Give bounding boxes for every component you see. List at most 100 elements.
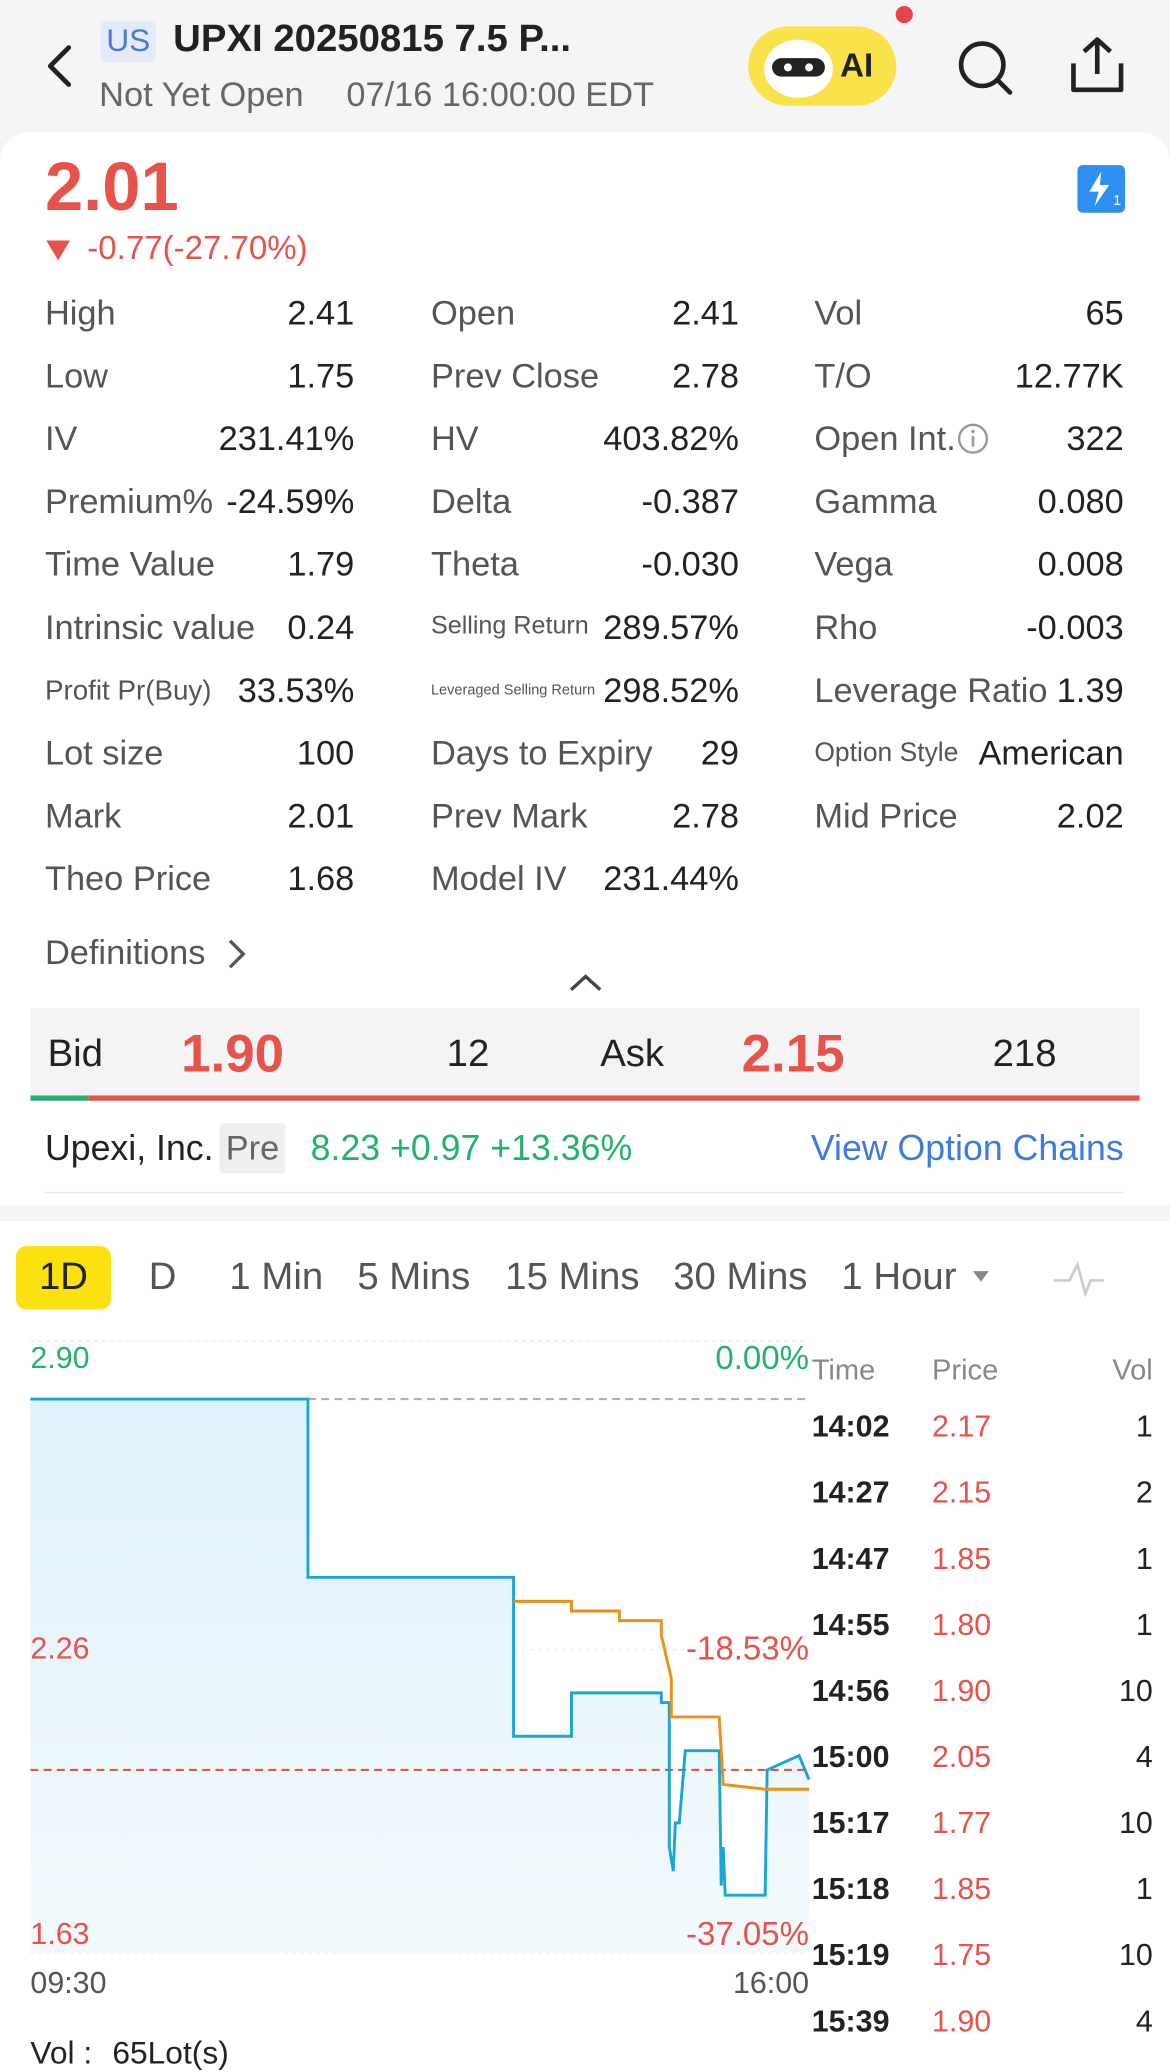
period-tab[interactable]: 1 Min — [229, 1256, 324, 1299]
trade-time: 14:02 — [811, 1408, 890, 1444]
trade-vol: 1 — [1135, 1541, 1153, 1576]
stat-value: 2.01 — [287, 795, 355, 836]
trade-time: 15:39 — [811, 2003, 890, 2038]
trade-price: 1.85 — [932, 1871, 992, 1906]
active-tab-bg — [15, 1246, 112, 1310]
stat-value: -0.030 — [641, 544, 739, 584]
stat-label: Prev Mark — [430, 795, 588, 836]
trade-vol: 10 — [1118, 1673, 1153, 1708]
definitions-link[interactable]: Definitions — [44, 932, 206, 972]
trade-time: 15:18 — [811, 1871, 890, 1906]
stat-value: 65 — [1085, 292, 1124, 333]
y-tick-label: 2.90 — [30, 1340, 90, 1375]
ai-label[interactable]: AI — [840, 47, 874, 85]
stat-value: 2.02 — [1056, 795, 1124, 836]
time: 07/16 16:00:00 EDT — [346, 74, 655, 115]
price-change: -0.77(-27.70%) — [87, 229, 308, 267]
stat-value: 289.57% — [603, 607, 739, 647]
ask-size: 218 — [992, 1032, 1057, 1076]
trade-price: 1.90 — [932, 1673, 992, 1708]
session-tag-bg — [219, 1123, 286, 1174]
stat-label: Delta — [430, 481, 512, 521]
session-tag: Pre — [225, 1127, 280, 1168]
underlying-quote: 8.23 +0.97 +13.36% — [310, 1128, 633, 1168]
trade-vol: 10 — [1118, 1937, 1153, 1972]
bid-size: 12 — [446, 1032, 490, 1076]
stat-label: Open Int. — [814, 418, 956, 458]
y-tick-label: 1.63 — [30, 1916, 90, 1951]
definitions-chevron[interactable] — [225, 937, 249, 971]
stat-value: 1.68 — [287, 858, 355, 899]
ask-ratio-bar — [88, 1095, 1140, 1101]
stat-value: 1.79 — [287, 544, 355, 584]
stat-value: 322 — [1066, 418, 1124, 458]
search-icon[interactable] — [954, 37, 1015, 98]
option-chains-link[interactable]: View Option Chains — [810, 1128, 1124, 1168]
stat-label: Theta — [430, 544, 519, 584]
period-tab[interactable]: 5 Mins — [357, 1256, 471, 1299]
pct-label: -18.53% — [685, 1631, 810, 1669]
stat-value: 298.52% — [603, 669, 739, 710]
indicator-icon[interactable] — [1051, 1259, 1107, 1299]
bid-price: 1.90 — [181, 1025, 285, 1084]
stat-value: 2.41 — [287, 292, 355, 333]
stat-label: T/O — [814, 355, 872, 396]
stat-label: Selling Return — [430, 612, 589, 641]
stat-label: Mark — [44, 795, 122, 836]
info-icon[interactable] — [957, 423, 989, 455]
stat-label: High — [44, 292, 116, 333]
trade-price: 1.90 — [932, 2003, 992, 2038]
lightning-icon[interactable]: 1 — [1077, 165, 1126, 213]
trade-price: 2.17 — [932, 1408, 992, 1444]
trade-vol: 1 — [1135, 1408, 1153, 1444]
stat-label: Open — [430, 292, 516, 333]
underlying-name: Upexi, Inc. — [44, 1128, 214, 1168]
stat-value: 2.78 — [672, 355, 739, 396]
stat-value: 33.53% — [237, 669, 355, 710]
period-tab[interactable]: D — [148, 1256, 177, 1299]
stat-value: 0.24 — [287, 607, 355, 647]
back-button[interactable] — [40, 42, 80, 90]
stat-label: Theo Price — [44, 858, 212, 899]
period-tab[interactable]: 15 Mins — [505, 1256, 640, 1299]
collapse-caret[interactable] — [567, 973, 604, 994]
bid-ratio-bar — [30, 1095, 89, 1101]
period-tab[interactable]: 1D — [38, 1256, 88, 1299]
stat-value: 1.39 — [1056, 669, 1124, 710]
share-icon[interactable] — [1068, 34, 1126, 95]
stat-label: Time Value — [44, 544, 215, 584]
stat-value: 2.41 — [672, 292, 739, 333]
divider — [44, 1191, 1124, 1194]
stat-value: 231.41% — [218, 418, 355, 458]
status: Not Yet Open — [99, 74, 304, 115]
trade-vol: 4 — [1135, 1739, 1153, 1774]
x-tick-label: 09:30 — [30, 1965, 107, 2000]
period-tab[interactable]: 30 Mins — [673, 1256, 808, 1299]
market-tag-bg — [100, 21, 156, 63]
stat-value: 0.008 — [1037, 544, 1124, 584]
period-tab[interactable]: 1 Hour — [841, 1256, 957, 1299]
notification-dot — [895, 5, 913, 24]
section-gap — [0, 1205, 1170, 1221]
stat-value: 12.77K — [1014, 355, 1124, 396]
trades-header: Vol — [1112, 1352, 1153, 1386]
dropdown-triangle[interactable] — [972, 1270, 991, 1283]
trade-vol: 1 — [1135, 1607, 1153, 1642]
trade-price: 1.80 — [932, 1607, 992, 1642]
down-triangle — [46, 240, 71, 261]
trade-vol: 4 — [1135, 2003, 1153, 2038]
price-line — [30, 1397, 811, 1897]
stat-label: Option Style — [814, 738, 959, 768]
stat-label: Prev Close — [430, 355, 600, 396]
price-area — [30, 1399, 810, 1954]
last-price: 2.01 — [44, 149, 179, 226]
market-tag: US — [106, 23, 151, 59]
stat-label: Mid Price — [814, 795, 958, 836]
stat-label: Profit Pr(Buy) — [44, 675, 212, 706]
trade-price: 2.05 — [932, 1739, 992, 1774]
stat-value: -0.387 — [641, 481, 739, 521]
trades-header: Time — [811, 1352, 876, 1386]
stat-label: Model IV — [430, 858, 567, 899]
